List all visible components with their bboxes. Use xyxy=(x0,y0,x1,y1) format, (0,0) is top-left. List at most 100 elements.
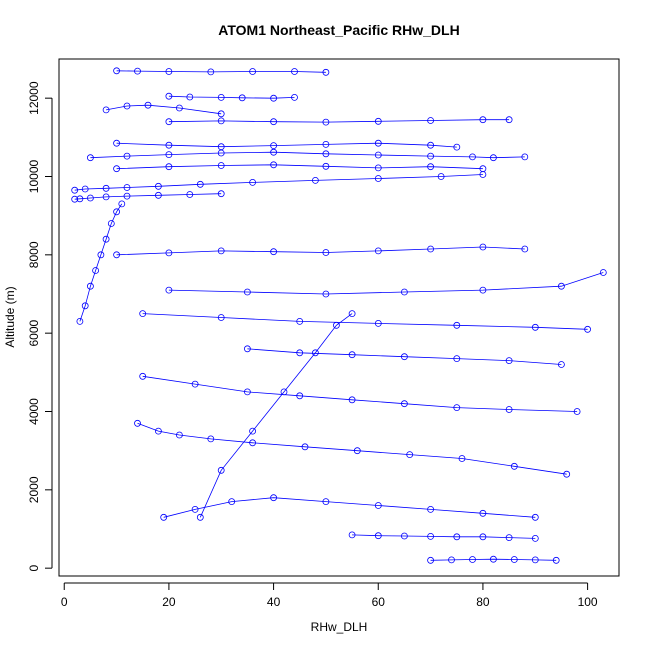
data-point xyxy=(332,321,340,329)
data-point xyxy=(353,447,361,455)
y-tick-label: 8000 xyxy=(27,241,41,268)
data-point xyxy=(249,68,257,75)
data-point xyxy=(97,251,105,259)
data-point xyxy=(479,243,487,251)
data-point xyxy=(76,317,84,325)
data-point xyxy=(154,427,162,435)
series-group xyxy=(76,200,126,325)
data-point xyxy=(113,139,120,147)
y-axis-label: Altitude (m) xyxy=(3,286,17,347)
series-line xyxy=(116,70,326,73)
data-point xyxy=(453,533,461,541)
data-point xyxy=(469,556,476,563)
data-point xyxy=(217,117,225,125)
data-point xyxy=(238,94,246,102)
data-point xyxy=(217,466,225,474)
data-point xyxy=(123,152,131,160)
data-point xyxy=(249,178,257,186)
data-point xyxy=(207,68,215,76)
data-point xyxy=(489,555,497,563)
data-point xyxy=(531,556,539,564)
data-point xyxy=(453,143,461,151)
series-group xyxy=(87,148,529,162)
data-point xyxy=(191,380,199,388)
data-point xyxy=(113,67,120,75)
data-point xyxy=(348,351,356,359)
data-point xyxy=(217,110,225,118)
data-point xyxy=(123,192,131,200)
data-point xyxy=(427,152,435,160)
data-point xyxy=(322,150,330,158)
series-line xyxy=(116,246,525,256)
data-point xyxy=(76,195,84,203)
data-point xyxy=(374,164,382,172)
data-point xyxy=(249,439,257,447)
series-group xyxy=(160,494,539,521)
data-point xyxy=(165,68,173,75)
data-point xyxy=(599,269,607,276)
data-point xyxy=(489,154,497,162)
data-point xyxy=(270,494,278,502)
data-point xyxy=(71,186,79,194)
data-point xyxy=(102,184,110,192)
data-point xyxy=(165,163,173,171)
data-point xyxy=(113,165,120,173)
series-line xyxy=(74,174,483,191)
data-point xyxy=(217,314,225,321)
data-point xyxy=(92,267,99,274)
data-point xyxy=(531,513,539,521)
data-point xyxy=(217,190,225,198)
data-point xyxy=(102,235,110,243)
data-point xyxy=(311,349,319,357)
series-group xyxy=(113,161,487,173)
data-point xyxy=(228,498,236,506)
series-line xyxy=(430,558,557,561)
series-line xyxy=(74,193,222,200)
data-point xyxy=(291,68,298,75)
data-point xyxy=(280,388,288,396)
y-axis: 0 2000 4000 6000 8000 10000 12000 xyxy=(27,81,53,572)
data-point xyxy=(427,505,435,513)
data-point xyxy=(531,323,539,331)
data-point xyxy=(87,154,94,162)
series-line xyxy=(352,534,536,539)
data-point xyxy=(243,388,251,396)
data-point xyxy=(479,533,487,541)
data-point xyxy=(374,247,382,255)
series-group xyxy=(134,419,571,478)
data-series xyxy=(71,67,607,564)
data-point xyxy=(552,556,560,564)
y-tick-label: 6000 xyxy=(27,319,41,346)
data-point xyxy=(322,68,330,76)
chart-title: ATOM1 Northeast_Pacific RHw_DLH xyxy=(218,22,459,38)
data-point xyxy=(400,400,408,408)
data-point xyxy=(249,427,257,435)
data-point xyxy=(301,443,309,451)
data-point xyxy=(427,163,435,171)
x-axis: 0 20 40 60 80 100 xyxy=(61,582,598,609)
data-point xyxy=(102,193,110,201)
data-point xyxy=(584,325,591,333)
data-point xyxy=(87,194,94,202)
data-point xyxy=(479,116,487,124)
data-point xyxy=(453,321,461,329)
data-point xyxy=(374,502,382,509)
data-point xyxy=(573,408,581,415)
y-tick-label: 10000 xyxy=(27,159,41,193)
series-line xyxy=(168,272,604,295)
series-line xyxy=(106,104,222,115)
data-point xyxy=(186,93,194,101)
series-line xyxy=(142,313,588,330)
series-line xyxy=(247,348,562,365)
data-point xyxy=(400,288,408,296)
data-point xyxy=(165,286,173,294)
series-line xyxy=(199,313,353,518)
x-tick-label: 40 xyxy=(267,595,281,609)
data-point xyxy=(270,248,278,256)
data-point xyxy=(160,513,168,521)
data-point xyxy=(427,556,435,564)
data-point xyxy=(165,141,173,149)
y-tick-label: 4000 xyxy=(27,398,41,425)
series-line xyxy=(168,95,295,99)
